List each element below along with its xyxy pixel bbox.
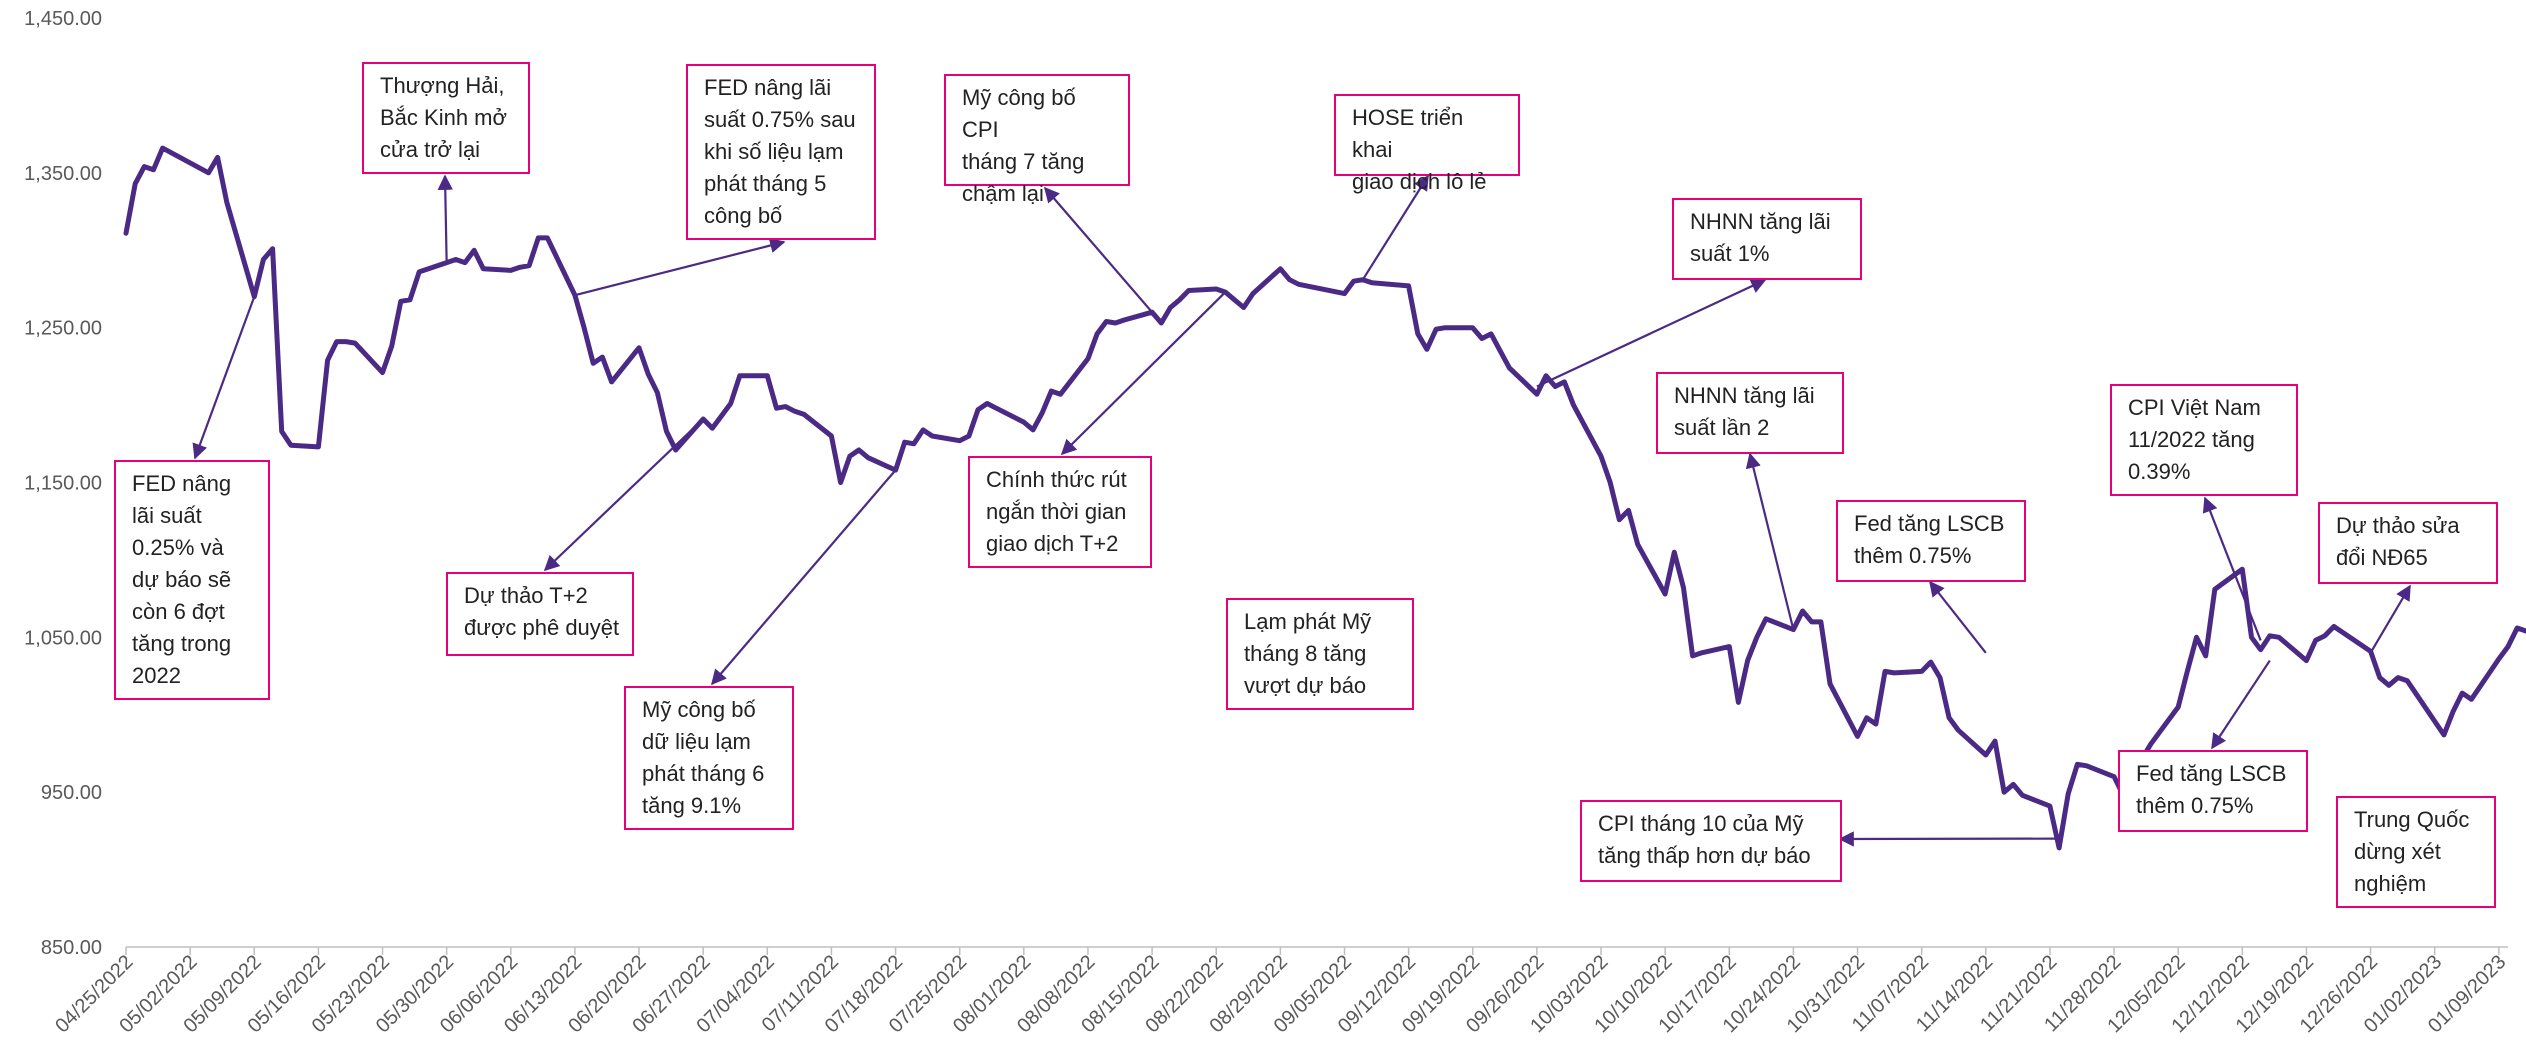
y-tick-label: 1,050.00 bbox=[24, 627, 102, 649]
annotation-box: FED nâng lãi suất 0.75% sau khi số liệu … bbox=[686, 64, 876, 240]
annotation-arrow bbox=[1361, 174, 1429, 281]
annotation-box: Trung Quốc dừng xét nghiệm bbox=[2336, 796, 2496, 908]
annotation-arrows bbox=[192, 174, 2411, 847]
annotation-box: Mỹ công bố dữ liệu lạm phát tháng 6 tăng… bbox=[624, 686, 794, 830]
annotation-box: Mỹ công bố CPI tháng 7 tăng chậm lại bbox=[944, 74, 1130, 206]
annotation-box: CPI Việt Nam 11/2022 tăng 0.39% bbox=[2110, 384, 2298, 496]
annotation-box: HOSE triển khai giao dịch lô lẻ bbox=[1334, 94, 1520, 194]
annotation-arrow bbox=[2369, 584, 2411, 654]
annotation-arrow bbox=[710, 469, 897, 686]
annotation-box: Lạm phát Mỹ tháng 8 tăng vượt dự báo bbox=[1226, 598, 1414, 710]
annotation-arrow bbox=[1745, 452, 1795, 630]
annotation-arrow bbox=[1060, 291, 1227, 456]
series-line bbox=[123, 145, 2526, 851]
annotation-box: NHNN tăng lãi suất lần 2 bbox=[1656, 372, 1844, 454]
annotation-arrow bbox=[192, 296, 256, 460]
y-tick-label: 1,150.00 bbox=[24, 473, 102, 495]
y-tick-label: 1,350.00 bbox=[24, 163, 102, 185]
annotation-box: Chính thức rút ngắn thời gian giao dịch … bbox=[968, 456, 1152, 568]
annotation-box: Thượng Hải, Bắc Kinh mở cửa trở lại bbox=[362, 62, 530, 174]
annotation-box: CPI tháng 10 của Mỹ tăng thấp hơn dự báo bbox=[1580, 800, 1842, 882]
series-layer bbox=[123, 145, 2526, 851]
y-tick-label: 1,450.00 bbox=[24, 8, 102, 30]
annotation-box: Fed tăng LSCB thêm 0.75% bbox=[1836, 500, 2026, 582]
annotation-box: NHNN tăng lãi suất 1% bbox=[1672, 198, 1862, 280]
y-tick-label: 1,250.00 bbox=[24, 318, 102, 340]
x-axis: 04/25/202205/02/202205/09/202205/16/2022… bbox=[51, 946, 2510, 1037]
annotation-arrow bbox=[2211, 659, 2271, 750]
y-axis: 850.00 950.00 1,050.00 1,150.00 1,250.00 1,35… bbox=[24, 8, 102, 959]
y-tick-label: 850.00 bbox=[41, 937, 102, 959]
annotation-box: Dự thảo sửa đổi NĐ65 bbox=[2318, 502, 2498, 584]
annotation-arrow bbox=[1536, 278, 1767, 388]
annotation-arrow bbox=[2202, 496, 2262, 641]
annotation-arrow bbox=[437, 174, 453, 263]
annotation-box: Dự thảo T+2 được phê duyệt bbox=[446, 572, 634, 656]
annotation-box: Fed tăng LSCB thêm 0.75% bbox=[2118, 750, 2308, 832]
annotation-arrow bbox=[1929, 580, 1987, 654]
annotation-arrow bbox=[1043, 186, 1153, 313]
annotation-arrow bbox=[543, 418, 704, 572]
annotation-arrow bbox=[574, 237, 786, 297]
y-tick-label: 950.00 bbox=[41, 782, 102, 804]
annotation-box: FED nâng lãi suất 0.25% và dự báo sẽ còn… bbox=[114, 460, 270, 700]
